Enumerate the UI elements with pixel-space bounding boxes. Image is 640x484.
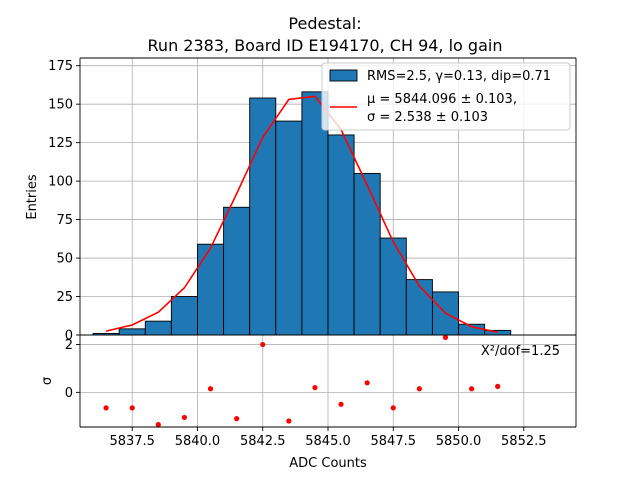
histogram-bar (144, 320, 172, 336)
bottom-y-ticks: 02 (65, 338, 80, 401)
top-y-tick-label: 150 (48, 98, 73, 113)
x-axis-label: ADC Counts (289, 456, 367, 471)
residual-point (103, 405, 109, 411)
top-y-tick-label: 75 (56, 213, 73, 228)
bottom-y-label: σ (40, 377, 55, 385)
legend-hist-swatch (329, 69, 358, 82)
legend-box (321, 62, 571, 131)
top-y-tick-label: 25 (56, 290, 73, 305)
histogram-bar (223, 206, 251, 336)
x-tick-label: 5845.0 (305, 434, 351, 449)
residual-point (312, 384, 318, 391)
top-y-label: Entries (25, 174, 40, 220)
bottom-y-tick-label: 2 (65, 338, 73, 353)
x-tick-label: 5837.5 (109, 434, 155, 449)
histogram-bar (379, 237, 407, 336)
residual-point (129, 405, 135, 411)
residual-point (207, 386, 214, 392)
histogram-bar (327, 134, 355, 336)
histogram-bar (118, 328, 146, 336)
histogram-bar (197, 243, 225, 336)
histogram-bar (405, 279, 433, 336)
top-y-tick-label: 50 (56, 252, 73, 267)
fit-line (105, 95, 498, 334)
bottom-x-ticks: 5837.5 5840.0 5842.5 5845.0 5847.5 5850.0 5852… (109, 427, 547, 449)
residual-point (468, 386, 475, 392)
legend-fit-mu-label: μ = 5844.096 ± 0.103, (367, 92, 517, 107)
histogram-bar (301, 91, 329, 336)
chi2-annotation: X²/dof=1.25 (481, 344, 560, 359)
x-tick-label: 5842.5 (240, 434, 286, 449)
x-tick-label: 5852.5 (501, 434, 547, 449)
residual-point (416, 386, 422, 392)
legend-hist-label: RMS=2.5, γ=0.13, dip=0.71 (367, 69, 551, 84)
x-tick-label: 5850.0 (436, 434, 482, 449)
histogram-bar (249, 97, 277, 336)
legend-fit-sigma-label: σ = 2.538 ± 0.103 (367, 110, 488, 125)
top-y-ticks: 0 25 50 75 100 125 150 175 (48, 59, 80, 344)
residual-point (260, 341, 266, 348)
histogram-bar (275, 120, 303, 336)
residual-point (234, 416, 240, 422)
x-tick-label: 5847.5 (371, 434, 417, 449)
top-y-tick-label: 125 (48, 136, 73, 151)
residual-point (181, 414, 188, 421)
bottom-y-tick-label: 0 (65, 386, 73, 401)
top-y-tick-label: 100 (48, 175, 73, 190)
residual-point (338, 401, 344, 407)
x-tick-label: 5840.0 (175, 434, 221, 449)
bottom-grid (80, 335, 576, 427)
chart-title: Pedestal: (288, 14, 361, 33)
residual-points (103, 334, 501, 428)
residual-point (286, 418, 292, 424)
top-y-tick-label: 0 (65, 329, 73, 344)
residual-point (442, 334, 449, 340)
histogram-bar (353, 172, 381, 336)
residual-point (155, 422, 161, 428)
histogram-bars (92, 91, 512, 336)
chart-subtitle: Run 2383, Board ID E194170, CH 94, lo ga… (148, 36, 503, 55)
residual-point (364, 380, 370, 386)
top-y-tick-label: 175 (48, 59, 73, 74)
residual-point (495, 383, 501, 389)
legend: RMS=2.5, γ=0.13, dip=0.71 μ = 5844.096 ±… (321, 62, 571, 131)
histogram-bar (170, 296, 198, 336)
residual-point (390, 405, 396, 411)
